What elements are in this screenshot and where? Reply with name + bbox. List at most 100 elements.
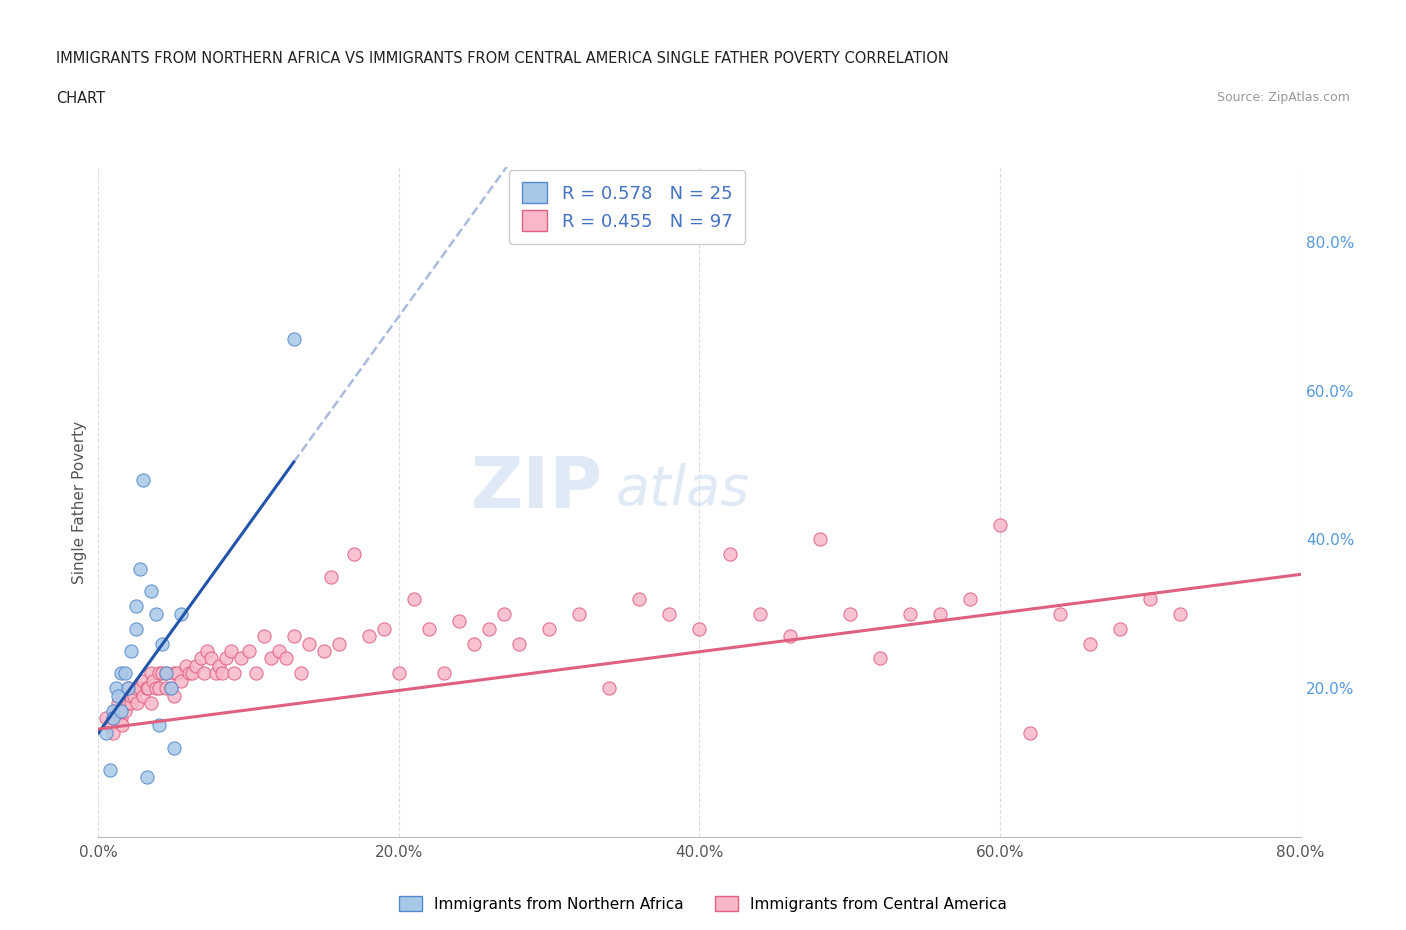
Point — [94, 711, 117, 725]
Point — [105, 681, 128, 696]
Point — [132, 673, 155, 688]
Point — [94, 725, 117, 740]
Point — [159, 681, 181, 696]
Point — [193, 666, 215, 681]
Point — [110, 711, 132, 725]
Point — [166, 666, 188, 681]
Point — [162, 666, 184, 681]
Point — [267, 644, 290, 658]
Point — [208, 658, 231, 673]
Point — [148, 681, 170, 696]
Point — [1109, 621, 1132, 636]
Point — [328, 636, 350, 651]
Point — [162, 688, 184, 703]
Point — [124, 688, 146, 703]
Point — [139, 584, 162, 599]
Point — [718, 547, 741, 562]
Point — [110, 703, 132, 718]
Point — [155, 666, 177, 681]
Point — [508, 636, 530, 651]
Text: IMMIGRANTS FROM NORTHERN AFRICA VS IMMIGRANTS FROM CENTRAL AMERICA SINGLE FATHER: IMMIGRANTS FROM NORTHERN AFRICA VS IMMIG… — [56, 51, 949, 66]
Point — [357, 629, 380, 644]
Point — [111, 718, 134, 733]
Point — [125, 681, 148, 696]
Point — [117, 681, 139, 696]
Point — [1049, 606, 1071, 621]
Point — [478, 621, 501, 636]
Point — [139, 696, 162, 711]
Point — [162, 740, 184, 755]
Point — [231, 651, 253, 666]
Point — [127, 696, 149, 711]
Point — [628, 591, 651, 606]
Point — [779, 629, 801, 644]
Point — [139, 666, 162, 681]
Text: CHART: CHART — [56, 91, 105, 106]
Legend: Immigrants from Northern Africa, Immigrants from Central America: Immigrants from Northern Africa, Immigra… — [394, 889, 1012, 918]
Point — [103, 711, 125, 725]
Point — [988, 517, 1011, 532]
Point — [132, 688, 155, 703]
Point — [538, 621, 561, 636]
Point — [200, 651, 222, 666]
Point — [121, 696, 143, 711]
Point — [418, 621, 440, 636]
Point — [298, 636, 321, 651]
Point — [145, 681, 167, 696]
Point — [253, 629, 276, 644]
Point — [129, 681, 152, 696]
Point — [114, 666, 136, 681]
Point — [388, 666, 411, 681]
Point — [748, 606, 770, 621]
Point — [170, 673, 193, 688]
Point — [598, 681, 620, 696]
Point — [155, 666, 177, 681]
Point — [959, 591, 981, 606]
Point — [312, 644, 335, 658]
Text: atlas: atlas — [616, 462, 749, 515]
Point — [110, 666, 132, 681]
Point — [204, 666, 226, 681]
Point — [808, 532, 831, 547]
Point — [135, 681, 157, 696]
Point — [447, 614, 470, 629]
Point — [148, 718, 170, 733]
Point — [219, 644, 242, 658]
Point — [150, 636, 173, 651]
Point — [402, 591, 425, 606]
Point — [245, 666, 267, 681]
Text: Source: ZipAtlas.com: Source: ZipAtlas.com — [1216, 91, 1350, 104]
Point — [290, 666, 312, 681]
Point — [238, 644, 260, 658]
Point — [174, 658, 197, 673]
Point — [658, 606, 681, 621]
Point — [898, 606, 921, 621]
Point — [283, 331, 305, 346]
Point — [121, 644, 143, 658]
Point — [494, 606, 516, 621]
Point — [321, 569, 343, 584]
Point — [689, 621, 711, 636]
Point — [107, 688, 129, 703]
Point — [463, 636, 485, 651]
Point — [100, 763, 122, 777]
Point — [100, 718, 122, 733]
Point — [343, 547, 366, 562]
Point — [121, 688, 143, 703]
Point — [103, 711, 125, 725]
Legend: R = 0.578   N = 25, R = 0.455   N = 97: R = 0.578 N = 25, R = 0.455 N = 97 — [509, 170, 745, 244]
Point — [180, 666, 202, 681]
Point — [125, 599, 148, 614]
Point — [373, 621, 395, 636]
Point — [170, 606, 193, 621]
Point — [110, 703, 132, 718]
Point — [148, 666, 170, 681]
Point — [135, 770, 157, 785]
Point — [190, 651, 212, 666]
Point — [222, 666, 245, 681]
Point — [283, 629, 305, 644]
Point — [117, 696, 139, 711]
Point — [132, 472, 155, 487]
Text: ZIP: ZIP — [471, 455, 603, 524]
Point — [1078, 636, 1101, 651]
